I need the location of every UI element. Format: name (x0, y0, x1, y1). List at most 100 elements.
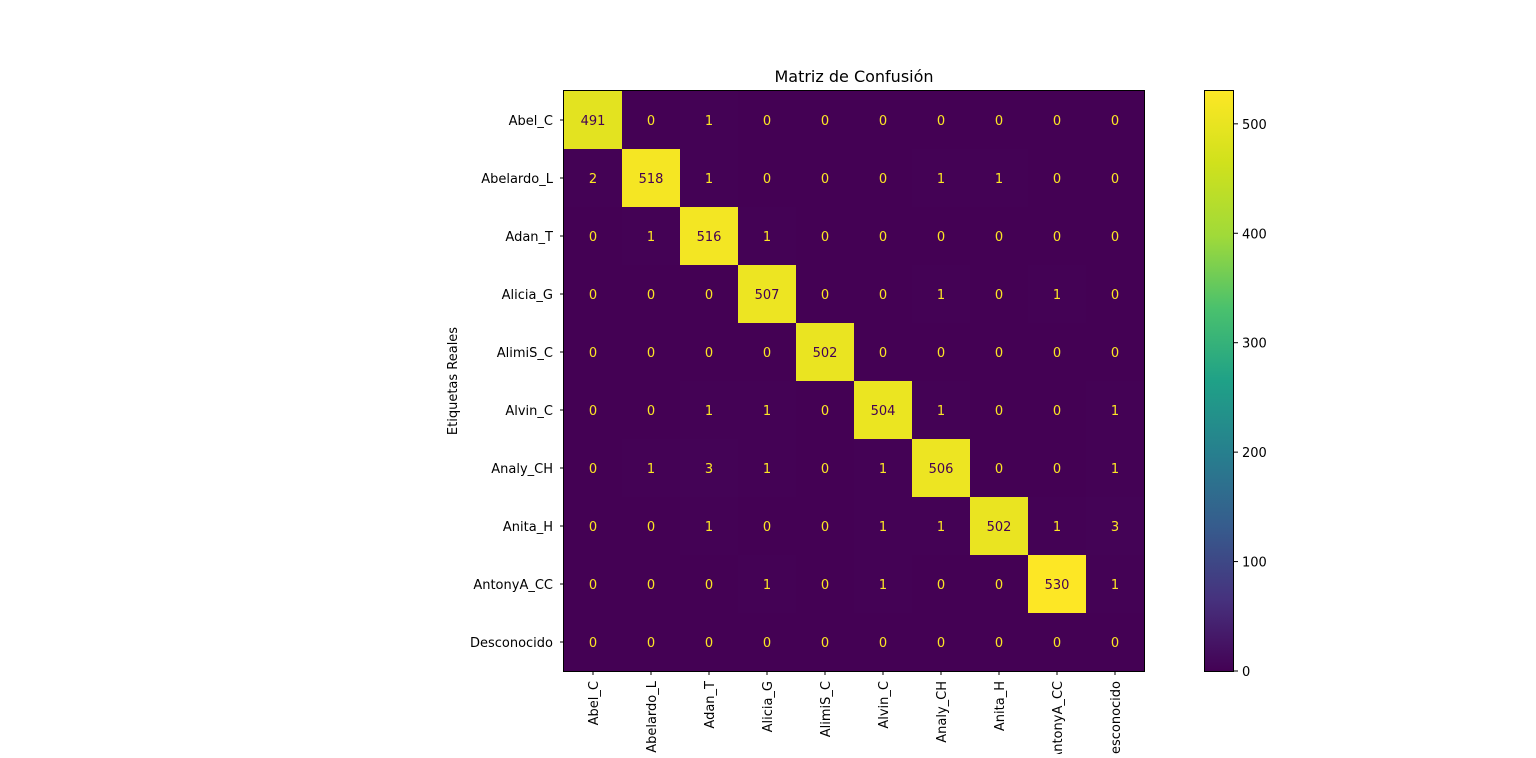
cell-value-label: 2 (589, 172, 597, 187)
matrix-cell (912, 497, 971, 556)
matrix-cell (564, 613, 623, 672)
x-tick-label: Abel_C (587, 681, 602, 725)
cell-value-label: 0 (937, 636, 945, 651)
cell-value-label: 1 (705, 520, 713, 535)
matrix-cell (738, 323, 797, 382)
matrix-cell (1086, 149, 1145, 208)
cell-value-label: 0 (821, 172, 829, 187)
cell-value-label: 0 (1053, 172, 1061, 187)
matrix-cell (912, 555, 971, 614)
cell-value-label: 0 (937, 230, 945, 245)
matrix-cell (622, 91, 681, 150)
matrix-cell (680, 149, 739, 208)
x-tick-label: Alvin_C (877, 681, 892, 729)
cell-value-label: 0 (995, 114, 1003, 129)
cell-value-label: 1 (763, 404, 771, 419)
cell-value-label: 1 (705, 114, 713, 129)
cell-value-label: 0 (1111, 230, 1119, 245)
cell-value-label: 1 (705, 172, 713, 187)
matrix-cell (796, 555, 855, 614)
matrix-cell (622, 555, 681, 614)
x-tick-label: Adan_T (703, 681, 718, 729)
cell-value-label: 0 (589, 404, 597, 419)
cell-value-label: 1 (1053, 288, 1061, 303)
colorbar-tick-label: 300 (1242, 337, 1267, 352)
colorbar-tick-label: 400 (1242, 227, 1267, 242)
matrix-cell (564, 91, 623, 150)
x-tick-label: Anita_H (993, 681, 1008, 731)
cell-value-label: 507 (755, 288, 780, 303)
cell-value-label: 3 (705, 462, 713, 477)
matrix-cell (912, 207, 971, 266)
matrix-cell (1028, 381, 1087, 440)
matrix-cell (622, 207, 681, 266)
matrix-cell (796, 265, 855, 324)
cell-value-label: 518 (639, 172, 664, 187)
cell-value-label: 0 (647, 636, 655, 651)
cell-value-label: 0 (705, 578, 713, 593)
matrix-cell (738, 555, 797, 614)
cell-value-label: 0 (589, 462, 597, 477)
cell-value-label: 0 (1053, 404, 1061, 419)
matrix-cell (738, 207, 797, 266)
cell-value-label: 1 (763, 230, 771, 245)
matrix-cell (912, 613, 971, 672)
matrix-cell (1028, 207, 1087, 266)
y-tick-label: AntonyA_CC (473, 578, 553, 593)
matrix-cell (1028, 439, 1087, 498)
matrix-cell (1028, 497, 1087, 556)
cell-value-label: 0 (763, 636, 771, 651)
matrix-cell (970, 91, 1029, 150)
cell-value-label: 1 (995, 172, 1003, 187)
cell-value-label: 1 (879, 462, 887, 477)
cell-value-label: 0 (589, 636, 597, 651)
matrix-cells (564, 91, 1145, 672)
matrix-cell (1028, 265, 1087, 324)
cell-value-label: 0 (589, 346, 597, 361)
matrix-cell (564, 497, 623, 556)
cell-value-label: 0 (821, 578, 829, 593)
matrix-cell (796, 497, 855, 556)
cell-value-label: 516 (697, 230, 722, 245)
matrix-cell (970, 207, 1029, 266)
matrix-cell (854, 207, 913, 266)
matrix-cell (854, 381, 913, 440)
matrix-cell (912, 381, 971, 440)
colorbar-tick-label: 0 (1242, 665, 1250, 680)
y-axis-ticks: Abel_C Abelardo_L Adan_T Alicia_G AlimiS_C Al… (470, 114, 564, 651)
cell-value-label: 0 (763, 114, 771, 129)
cell-value-label: 1 (1053, 520, 1061, 535)
cell-value-label: 0 (763, 172, 771, 187)
matrix-cell (912, 265, 971, 324)
chart-title: Matriz de Confusión (774, 67, 933, 86)
matrix-cell (738, 91, 797, 150)
matrix-cell-labels: 491 0 1 0 0 0 0 0 0 0 2 518 1 0 0 0 1 1 0 0 0 1 516 1 0 0 0 0 0 0 0 0 0 5… (581, 114, 1120, 651)
matrix-cell (970, 381, 1029, 440)
matrix-cell (738, 613, 797, 672)
matrix-cell (796, 149, 855, 208)
matrix-cell (970, 149, 1029, 208)
matrix-cell (1086, 265, 1145, 324)
cell-value-label: 0 (995, 346, 1003, 361)
matrix-cell (1028, 555, 1087, 614)
cell-value-label: 0 (763, 346, 771, 361)
matrix-cell (738, 497, 797, 556)
matrix-cell (796, 91, 855, 150)
matrix-cell (854, 265, 913, 324)
cell-value-label: 0 (589, 520, 597, 535)
matrix-cell (1028, 323, 1087, 382)
y-tick-label: AlimiS_C (497, 346, 553, 361)
y-tick-label: Abel_C (509, 114, 553, 129)
matrix-cell (970, 265, 1029, 324)
matrix-cell (1086, 555, 1145, 614)
plot-frame (563, 90, 1145, 672)
matrix-cell (680, 439, 739, 498)
matrix-cell (854, 439, 913, 498)
matrix-cell (796, 207, 855, 266)
cell-value-label: 0 (821, 230, 829, 245)
matrix-cell (622, 439, 681, 498)
matrix-cell (1086, 91, 1145, 150)
matrix-cell (854, 555, 913, 614)
